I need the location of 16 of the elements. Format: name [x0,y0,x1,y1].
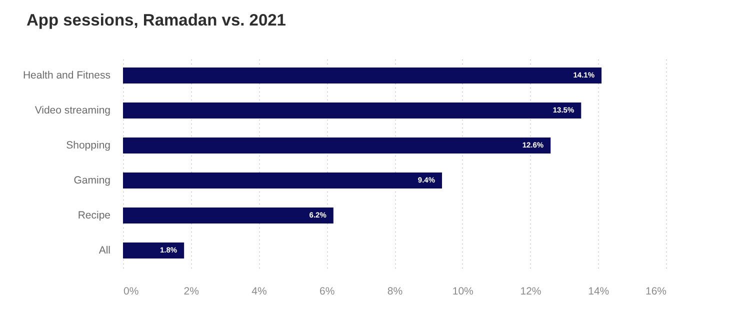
x-tick-label: 0% [124,286,139,298]
x-tick-label: 8% [387,286,403,298]
x-tick-label: 4% [252,286,267,298]
x-tick-label: 12% [520,286,542,298]
chart-title: App sessions, Ramadan vs. 2021 [26,12,286,30]
y-tick-label: Gaming [74,174,111,186]
x-tick-label: 14% [588,286,610,298]
y-tick-label: Health and Fitness [22,70,110,82]
y-tick-label: Shopping [66,140,111,152]
x-tick-label: 2% [184,286,199,298]
y-tick-label: All [98,244,110,256]
y-tick-label: Recipe [78,210,111,222]
x-tick-label: 10% [452,286,474,298]
x-tick-label: 6% [320,286,335,298]
x-tick-label: 16% [645,286,666,298]
y-tick-label: Video streaming [34,104,111,116]
